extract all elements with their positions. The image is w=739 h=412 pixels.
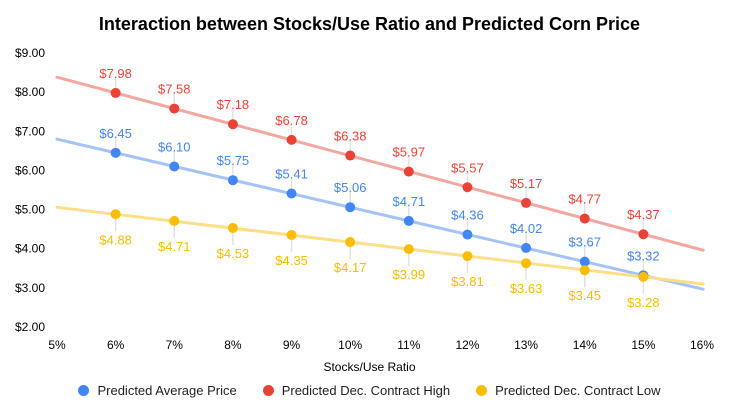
x-tick-label: 11% (397, 338, 420, 352)
data-label: $6.78 (275, 113, 308, 128)
legend-label: Predicted Average Price (97, 383, 237, 398)
legend-item: Predicted Average Price (78, 383, 237, 398)
data-point (286, 134, 297, 145)
data-label: $3.32 (627, 248, 660, 263)
data-point (110, 147, 121, 158)
data-label: $7.18 (217, 97, 250, 112)
data-point (169, 103, 180, 114)
legend-marker-icon (476, 385, 488, 396)
data-label: $4.71 (158, 239, 191, 254)
x-tick-label: 16% (690, 338, 714, 352)
data-point (110, 87, 121, 98)
trendline (55, 137, 705, 291)
x-tick-label: 7% (166, 338, 184, 352)
x-tick-label: 8% (224, 338, 242, 352)
chart-title: Interaction between Stocks/Use Ratio and… (98, 14, 641, 34)
data-point (521, 242, 532, 253)
x-tick-label: 15% (631, 338, 655, 352)
data-label: $3.45 (568, 288, 601, 303)
data-label: $4.77 (568, 192, 601, 207)
y-tick-label: $9.00 (15, 46, 45, 60)
data-point (403, 166, 414, 177)
y-tick-label: $6.00 (15, 163, 45, 177)
y-tick-label: $2.00 (15, 320, 45, 334)
legend-marker-icon (78, 385, 90, 396)
data-label: $4.37 (627, 207, 660, 222)
data-label: $4.53 (217, 246, 250, 261)
data-point (638, 271, 649, 282)
y-tick-label: $5.00 (15, 203, 45, 217)
data-label: $4.88 (99, 232, 132, 247)
data-label: $5.17 (510, 176, 543, 191)
trendline (55, 205, 705, 286)
data-label: $6.45 (99, 126, 132, 141)
data-point (227, 119, 238, 130)
x-tick-label: 9% (283, 338, 301, 352)
x-tick-label: 12% (455, 338, 479, 352)
x-axis-title: Stocks/Use Ratio (323, 360, 416, 374)
data-label: $4.71 (393, 194, 426, 209)
data-point (227, 222, 238, 233)
data-point (286, 230, 297, 241)
data-point (286, 188, 297, 199)
data-label: $4.36 (451, 208, 484, 223)
data-point (403, 215, 414, 226)
data-point (638, 229, 649, 240)
data-label: $4.17 (334, 260, 367, 275)
data-point (462, 251, 473, 262)
x-tick-label: 14% (573, 338, 597, 352)
y-tick-label: $4.00 (15, 242, 45, 256)
data-label: $7.98 (99, 66, 132, 81)
data-point (462, 182, 473, 193)
data-label: $3.67 (568, 235, 601, 250)
legend-item: Predicted Dec. Contract High (262, 383, 451, 398)
data-point (110, 209, 121, 220)
legend: Predicted Average Price Predicted Dec. Co… (0, 383, 739, 398)
x-tick-label: 10% (338, 338, 362, 352)
data-label: $3.81 (451, 274, 484, 289)
data-point (462, 229, 473, 240)
data-label: $5.06 (334, 180, 367, 195)
data-point (345, 237, 356, 248)
data-point (227, 175, 238, 186)
data-label: $4.02 (510, 221, 543, 236)
legend-item: Predicted Dec. Contract Low (476, 383, 661, 398)
y-tick-label: $8.00 (15, 85, 45, 99)
y-tick-label: $7.00 (15, 124, 45, 138)
legend-label: Predicted Dec. Contract Low (495, 383, 661, 398)
data-point (345, 150, 356, 161)
legend-marker-icon (262, 385, 274, 396)
data-label: $7.58 (158, 82, 191, 97)
data-label: $3.99 (393, 267, 426, 282)
data-point (579, 265, 590, 276)
data-point (521, 197, 532, 208)
trendline (55, 75, 705, 252)
data-label: $3.28 (627, 295, 660, 310)
data-point (579, 213, 590, 224)
x-tick-label: 13% (514, 338, 538, 352)
data-label: $6.38 (334, 129, 367, 144)
data-point (169, 215, 180, 226)
data-point (521, 258, 532, 269)
data-point (579, 256, 590, 267)
data-label: $5.41 (275, 167, 308, 182)
y-tick-label: $3.00 (15, 281, 45, 295)
data-label: $3.63 (510, 281, 543, 296)
x-tick-label: 5% (48, 338, 66, 352)
data-label: $4.35 (275, 253, 308, 268)
data-label: $5.97 (393, 145, 426, 160)
data-point (403, 244, 414, 255)
data-point (169, 161, 180, 172)
x-tick-label: 6% (107, 338, 125, 352)
data-label: $5.75 (217, 153, 250, 168)
data-label: $6.10 (158, 140, 191, 155)
data-label: $5.57 (451, 160, 484, 175)
legend-label: Predicted Dec. Contract High (281, 383, 451, 398)
data-point (345, 202, 356, 213)
